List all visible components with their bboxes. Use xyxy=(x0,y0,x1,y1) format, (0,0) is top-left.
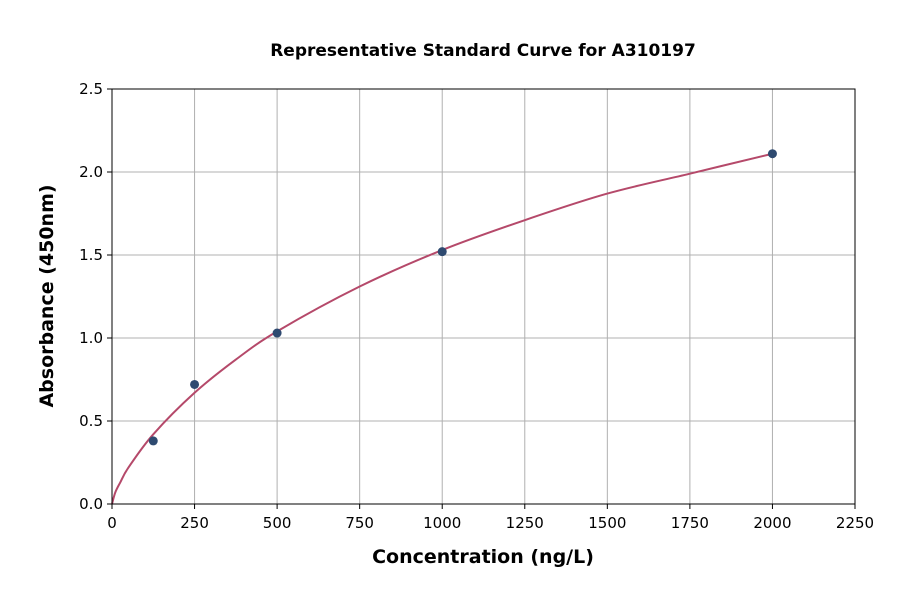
x-tick-label: 0 xyxy=(107,514,117,532)
data-point xyxy=(767,149,777,159)
plot-frame xyxy=(111,88,856,505)
y-axis-ticks: 0.0 0.5 1.0 1.5 2.0 2.5 xyxy=(79,80,112,513)
x-tick-label: 500 xyxy=(263,514,292,532)
data-point xyxy=(272,328,282,338)
x-tick-label: 1000 xyxy=(423,514,461,532)
data-point xyxy=(190,379,200,389)
y-tick-label: 1.0 xyxy=(79,329,103,347)
y-tick-label: 0.0 xyxy=(79,495,103,513)
x-tick-label: 250 xyxy=(180,514,209,532)
x-tick-label: 2000 xyxy=(753,514,791,532)
x-tick-label: 1500 xyxy=(588,514,626,532)
data-point xyxy=(148,436,158,446)
chart-title: Representative Standard Curve for A31019… xyxy=(270,41,696,61)
x-tick-label: 2250 xyxy=(836,514,874,532)
y-tick-label: 2.5 xyxy=(79,80,103,98)
x-axis-label: Concentration (ng/L) xyxy=(372,546,594,568)
data-point xyxy=(437,247,447,257)
x-tick-label: 750 xyxy=(345,514,374,532)
x-tick-label: 1250 xyxy=(506,514,544,532)
data-points xyxy=(148,149,777,446)
grid xyxy=(111,88,856,505)
y-tick-label: 0.5 xyxy=(79,412,103,430)
y-tick-label: 2.0 xyxy=(79,163,103,181)
y-tick-label: 1.5 xyxy=(79,246,103,264)
y-axis-label: Absorbance (450nm) xyxy=(36,184,58,407)
x-tick-label: 1750 xyxy=(671,514,709,532)
x-axis-ticks: 0 250 500 750 1000 1250 1500 1750 2000 2250 xyxy=(107,504,874,532)
